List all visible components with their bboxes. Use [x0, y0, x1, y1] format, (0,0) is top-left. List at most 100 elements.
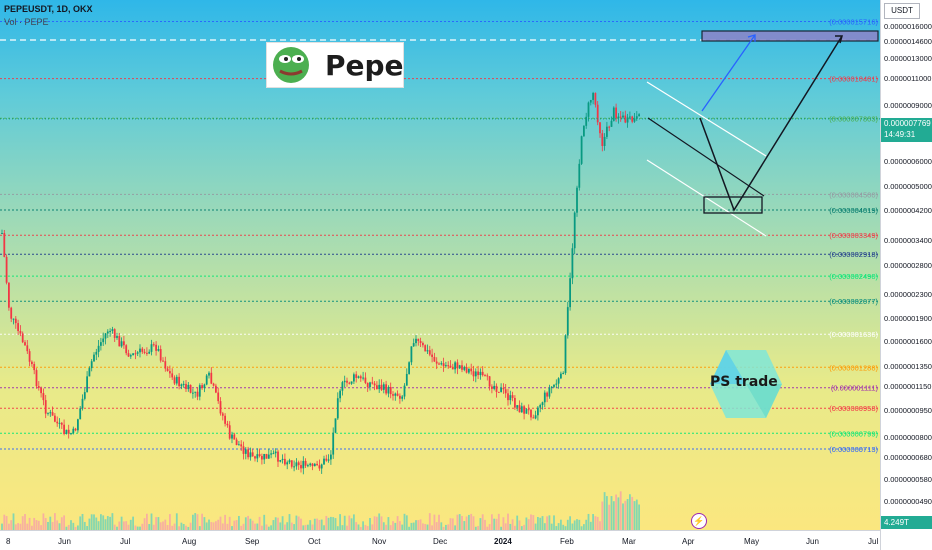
volume-bar: [516, 515, 519, 530]
price-tick-label: 0.0000006000: [884, 157, 932, 166]
fib-level-label: (0.000000799): [829, 429, 878, 438]
volume-bar: [332, 517, 335, 530]
volume-bar: [113, 524, 116, 530]
candle: [343, 380, 346, 383]
volume-bar: [295, 515, 298, 530]
volume-bar: [500, 526, 502, 530]
bar-countdown: 14:49:31: [884, 130, 916, 139]
ps-trade-logo-icon: [710, 350, 782, 418]
candle: [210, 372, 213, 384]
candle: [440, 363, 443, 365]
volume-bar: [47, 521, 49, 530]
candle: [311, 463, 314, 467]
volume-bar: [472, 516, 475, 530]
fib-level-label: (0.000002490): [829, 272, 878, 281]
volume-bar: [24, 514, 26, 530]
volume-bar: [629, 494, 631, 530]
volume-bar: [555, 526, 558, 530]
volume-bar: [281, 516, 284, 530]
volume-bar: [387, 517, 390, 530]
candle: [502, 387, 505, 390]
volume-bar: [447, 524, 450, 530]
channel-lower-line: [646, 159, 767, 237]
volume-bar: [106, 516, 109, 530]
candle: [139, 348, 141, 353]
price-tick-label: 0.0000000580: [884, 475, 932, 484]
candle: [403, 385, 406, 397]
volume-bar: [401, 524, 404, 530]
volume-bar: [1, 523, 3, 530]
volume-bar: [599, 521, 601, 530]
candle: [451, 367, 454, 370]
volume-bar: [212, 522, 215, 530]
candle: [534, 415, 537, 419]
volume-bar: [596, 516, 599, 530]
volume-bar: [553, 515, 555, 530]
candle: [481, 371, 484, 376]
candle: [497, 391, 500, 393]
candle: [527, 409, 530, 411]
time-axis[interactable]: [0, 530, 880, 550]
volume-bar: [100, 514, 102, 530]
volume-bar: [254, 523, 256, 530]
price-tick-label: 0.0000009000: [884, 101, 932, 110]
candle: [37, 386, 40, 388]
candle: [205, 375, 208, 385]
candle: [341, 382, 344, 391]
candle: [530, 409, 532, 418]
candle: [389, 387, 392, 395]
candle: [557, 378, 560, 384]
volume-bar: [562, 524, 565, 530]
candle: [624, 115, 627, 123]
candle: [132, 353, 134, 356]
symbol-title[interactable]: PEPEUSDT, 1D, OKX: [4, 4, 93, 14]
candle: [10, 307, 13, 319]
candle: [125, 345, 128, 354]
candle: [426, 350, 429, 352]
volume-bar: [431, 525, 433, 530]
candle: [67, 429, 70, 434]
candle: [159, 349, 162, 361]
candle: [12, 318, 15, 320]
price-axis[interactable]: [880, 0, 932, 550]
candle: [359, 376, 362, 379]
currency-selector[interactable]: USDT: [884, 3, 920, 19]
volume-bar: [132, 516, 134, 530]
fib-level-label: (0.000001111): [831, 384, 879, 393]
fib-level-label: (0.000000713): [829, 445, 878, 454]
candle: [100, 342, 102, 346]
volume-bar: [486, 526, 489, 530]
fib-level-label: (0.000003349): [829, 231, 878, 240]
volume-bar: [118, 521, 121, 530]
volume-bar: [49, 516, 52, 530]
candle: [461, 365, 463, 370]
candle: [217, 392, 220, 402]
candle: [226, 423, 229, 426]
time-tick-label: Jul: [120, 537, 130, 546]
volume-bar: [31, 525, 33, 530]
volume-bar: [247, 515, 249, 530]
lightning-icon[interactable]: ⚡: [691, 513, 707, 529]
volume-bar: [382, 522, 385, 530]
candle: [371, 382, 374, 384]
volume-bar: [612, 501, 615, 530]
volume-bar: [185, 525, 187, 530]
price-tick-label: 0.0000000680: [884, 453, 932, 462]
volume-bar: [286, 522, 289, 530]
candle: [24, 342, 26, 346]
candle: [468, 368, 470, 373]
volume-bar: [51, 521, 54, 530]
volume-bar: [376, 516, 378, 530]
candle: [560, 373, 562, 379]
volume-label[interactable]: Vol · PEPE: [4, 17, 49, 27]
candle: [396, 393, 399, 396]
volume-bar: [205, 522, 208, 530]
volume-bar: [102, 515, 105, 530]
time-tick-label: Mar: [622, 537, 636, 546]
volume-bar: [491, 514, 493, 530]
volume-bar: [392, 521, 394, 530]
candle: [445, 365, 447, 367]
candle: [102, 338, 105, 343]
candle: [58, 422, 61, 424]
